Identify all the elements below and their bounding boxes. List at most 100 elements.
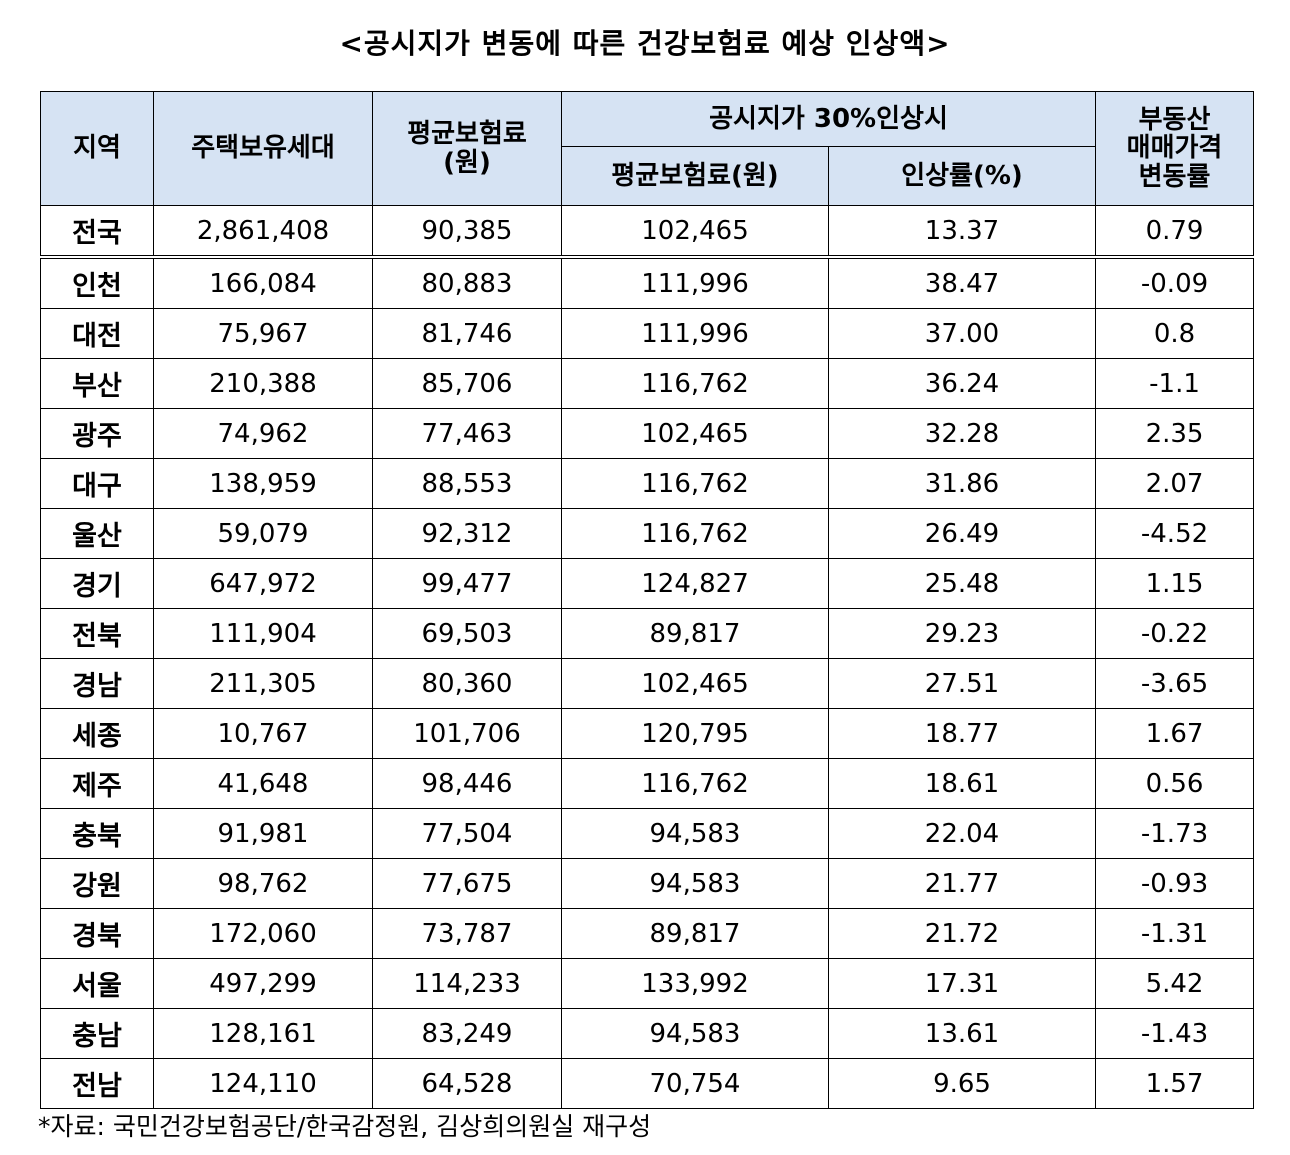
cell-new-premium: 111,996: [561, 308, 829, 359]
cell-new-premium: 102,465: [561, 658, 829, 709]
cell-region: 부산: [40, 358, 154, 409]
cell-new-premium: 111,996: [561, 256, 829, 309]
cell-price-change: -4.52: [1095, 508, 1255, 559]
table-row: 경북 172,060 73,787 89,817 21.72 -1.31: [40, 908, 1255, 959]
cell-new-premium: 120,795: [561, 708, 829, 759]
cell-new-premium: 89,817: [561, 608, 829, 659]
cell-avg-premium: 90,385: [372, 205, 562, 259]
cell-avg-premium: 80,883: [372, 256, 562, 309]
cell-new-premium: 89,817: [561, 908, 829, 959]
cell-price-change: 0.56: [1095, 758, 1255, 809]
cell-price-change: -0.22: [1095, 608, 1255, 659]
cell-region: 전북: [40, 608, 154, 659]
cell-new-premium: 102,465: [561, 408, 829, 459]
table-row: 전국 2,861,408 90,385 102,465 13.37 0.79: [40, 205, 1255, 259]
cell-households: 128,161: [153, 1008, 373, 1059]
table-body: 전국 2,861,408 90,385 102,465 13.37 0.79 인천 166,0…: [40, 205, 1255, 1109]
table-row: 전남 124,110 64,528 70,754 9.65 1.57: [40, 1058, 1255, 1109]
cell-price-change: -0.93: [1095, 858, 1255, 909]
cell-increase-rate: 36.24: [827, 358, 1097, 409]
cell-households: 91,981: [153, 808, 373, 859]
cell-households: 172,060: [153, 908, 373, 959]
cell-increase-rate: 9.65: [827, 1058, 1097, 1109]
cell-region: 서울: [40, 958, 154, 1009]
cell-region: 경남: [40, 658, 154, 709]
cell-new-premium: 124,827: [561, 558, 829, 609]
cell-new-premium: 116,762: [561, 508, 829, 559]
cell-region: 충남: [40, 1008, 154, 1059]
page-title: <공시지가 변동에 따른 건강보험료 예상 인상액>: [339, 27, 951, 60]
table-row: 충북 91,981 77,504 94,583 22.04 -1.73: [40, 808, 1255, 859]
header-realestate-line3: 변동률: [1138, 161, 1211, 192]
cell-price-change: -0.09: [1095, 256, 1255, 309]
cell-avg-premium: 92,312: [372, 508, 562, 559]
table-header: 지역 주택보유세대 평균보험료 (원) 공시지가 30%인상시 부동산 매매가격…: [40, 91, 1255, 206]
header-new-premium: 평균보험료(원): [561, 146, 829, 206]
cell-region: 대전: [40, 308, 154, 359]
cell-increase-rate: 13.37: [827, 205, 1097, 259]
cell-region: 세종: [40, 708, 154, 759]
table-row: 경기 647,972 99,477 124,827 25.48 1.15: [40, 558, 1255, 609]
cell-avg-premium: 64,528: [372, 1058, 562, 1109]
cell-avg-premium: 80,360: [372, 658, 562, 709]
table-row: 세종 10,767 101,706 120,795 18.77 1.67: [40, 708, 1255, 759]
source-note: *자료: 국민건강보험공단/한국감정원, 김상희의원실 재구성: [38, 1112, 652, 1141]
cell-avg-premium: 81,746: [372, 308, 562, 359]
cell-avg-premium: 83,249: [372, 1008, 562, 1059]
cell-region: 울산: [40, 508, 154, 559]
cell-region: 광주: [40, 408, 154, 459]
cell-increase-rate: 37.00: [827, 308, 1097, 359]
cell-increase-rate: 21.77: [827, 858, 1097, 909]
header-region: 지역: [40, 91, 154, 206]
table-row: 광주 74,962 77,463 102,465 32.28 2.35: [40, 408, 1255, 459]
cell-new-premium: 94,583: [561, 858, 829, 909]
cell-households: 75,967: [153, 308, 373, 359]
cell-increase-rate: 38.47: [827, 256, 1097, 309]
header-realestate-line2: 매매가격: [1126, 133, 1223, 164]
cell-avg-premium: 85,706: [372, 358, 562, 409]
cell-increase-rate: 27.51: [827, 658, 1097, 709]
cell-households: 211,305: [153, 658, 373, 709]
table-row: 서울 497,299 114,233 133,992 17.31 5.42: [40, 958, 1255, 1009]
table-row: 대구 138,959 88,553 116,762 31.86 2.07: [40, 458, 1255, 509]
header-increase-rate: 인상률(%): [827, 146, 1097, 206]
cell-price-change: -1.31: [1095, 908, 1255, 959]
cell-increase-rate: 18.77: [827, 708, 1097, 759]
table-row: 울산 59,079 92,312 116,762 26.49 -4.52: [40, 508, 1255, 559]
cell-avg-premium: 77,463: [372, 408, 562, 459]
cell-new-premium: 116,762: [561, 358, 829, 409]
cell-price-change: 2.07: [1095, 458, 1255, 509]
cell-increase-rate: 17.31: [827, 958, 1097, 1009]
cell-households: 647,972: [153, 558, 373, 609]
cell-region: 강원: [40, 858, 154, 909]
cell-increase-rate: 25.48: [827, 558, 1097, 609]
cell-avg-premium: 73,787: [372, 908, 562, 959]
cell-increase-rate: 13.61: [827, 1008, 1097, 1059]
cell-avg-premium: 98,446: [372, 758, 562, 809]
cell-region: 인천: [40, 256, 154, 309]
cell-avg-premium: 114,233: [372, 958, 562, 1009]
cell-price-change: -1.73: [1095, 808, 1255, 859]
header-realestate-change: 부동산 매매가격 변동률: [1095, 91, 1255, 206]
cell-increase-rate: 32.28: [827, 408, 1097, 459]
cell-new-premium: 94,583: [561, 808, 829, 859]
cell-price-change: 0.79: [1095, 205, 1255, 259]
cell-new-premium: 116,762: [561, 458, 829, 509]
cell-households: 124,110: [153, 1058, 373, 1109]
cell-price-change: -3.65: [1095, 658, 1255, 709]
cell-increase-rate: 21.72: [827, 908, 1097, 959]
cell-new-premium: 116,762: [561, 758, 829, 809]
cell-region: 대구: [40, 458, 154, 509]
table-row: 부산 210,388 85,706 116,762 36.24 -1.1: [40, 358, 1255, 409]
cell-households: 497,299: [153, 958, 373, 1009]
table-row: 대전 75,967 81,746 111,996 37.00 0.8: [40, 308, 1255, 359]
table-row: 강원 98,762 77,675 94,583 21.77 -0.93: [40, 858, 1255, 909]
cell-avg-premium: 101,706: [372, 708, 562, 759]
table-row: 인천 166,084 80,883 111,996 38.47 -0.09: [40, 256, 1255, 309]
header-avg-premium: 평균보험료 (원): [372, 91, 562, 206]
cell-avg-premium: 69,503: [372, 608, 562, 659]
cell-increase-rate: 18.61: [827, 758, 1097, 809]
cell-new-premium: 102,465: [561, 205, 829, 259]
cell-avg-premium: 77,675: [372, 858, 562, 909]
cell-price-change: 1.67: [1095, 708, 1255, 759]
